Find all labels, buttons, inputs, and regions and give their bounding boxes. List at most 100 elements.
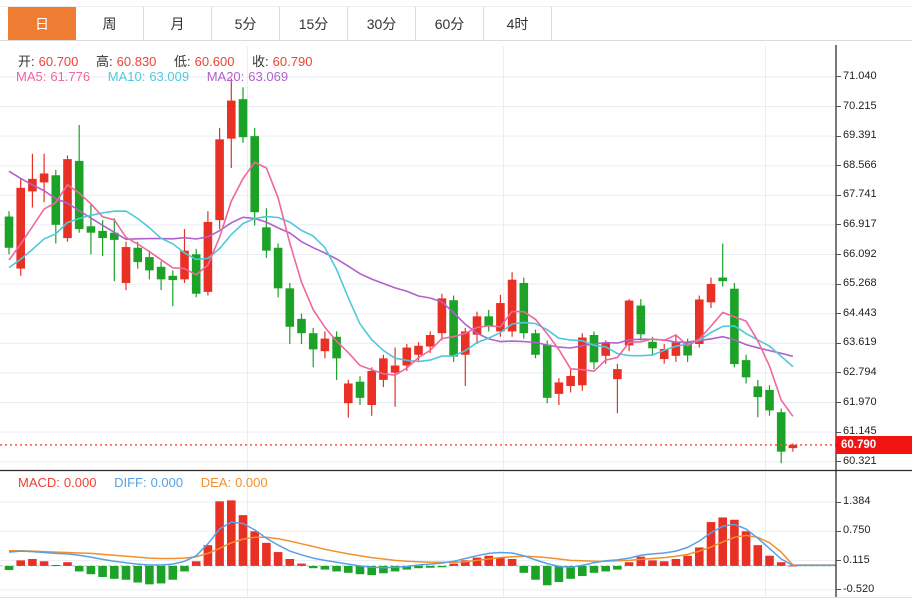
macd-bar	[39, 561, 49, 566]
macd-bar	[238, 515, 248, 566]
macd-bar	[121, 565, 131, 580]
candle-body	[133, 247, 142, 263]
candle-body	[636, 305, 646, 335]
macd-bar	[402, 565, 412, 570]
axis-tick	[836, 431, 841, 433]
candle-body	[753, 386, 763, 398]
macd-bar	[168, 565, 178, 580]
macd-bar	[601, 565, 610, 572]
candle-body	[355, 381, 365, 398]
macd-bar	[320, 565, 330, 570]
dea-value: 0.000	[235, 475, 268, 490]
macd-bar	[589, 565, 599, 573]
current-price-badge: 60.790	[836, 435, 912, 454]
macd-bar	[730, 519, 739, 566]
y-axis-label: 61.970	[843, 395, 877, 408]
timeframe-tab-7[interactable]: 60分	[416, 7, 484, 40]
y-axis-label: 61.145	[843, 425, 877, 438]
candle-body	[601, 342, 610, 356]
candle-body	[110, 232, 119, 240]
axis-tick	[836, 224, 841, 226]
y-axis-label: 69.391	[843, 129, 877, 142]
axis-tick	[836, 76, 841, 78]
y-axis-label: 71.040	[843, 69, 877, 82]
macd-bar	[227, 500, 236, 566]
high-label: 高:	[96, 54, 113, 69]
candle-body	[51, 175, 61, 225]
axis-tick	[836, 194, 841, 196]
candle-body	[472, 316, 482, 335]
ma10-line	[8, 210, 794, 368]
ohlc-legend: 开: 60.700 高: 60.830 低: 60.600 收: 60.790	[18, 51, 316, 70]
y-axis-label: 70.215	[843, 99, 877, 112]
ma20-value: 63.069	[248, 69, 289, 84]
macd-bar	[110, 565, 119, 579]
macd-bar	[741, 531, 751, 566]
timeframe-tab-5[interactable]: 15分	[280, 7, 348, 40]
close-value: 60.790	[272, 54, 313, 69]
candle-body	[168, 275, 178, 281]
macd-bar	[765, 555, 774, 566]
timeframe-tab-6[interactable]: 30分	[348, 7, 416, 40]
macd-bar	[437, 565, 447, 568]
macd-legend: MACD: 0.000 DIFF: 0.000 DEA: 0.000	[18, 475, 272, 490]
candle-body	[554, 382, 564, 394]
macd-bar	[133, 565, 142, 583]
candle-body	[496, 303, 505, 332]
timeframe-tab-3[interactable]: 月	[144, 7, 212, 40]
macd-bar	[472, 557, 482, 566]
macd-bar	[496, 557, 505, 566]
timeframe-tab-2[interactable]: 周	[76, 7, 144, 40]
y-axis-label: 1.384	[843, 495, 871, 508]
macd-bar	[484, 555, 493, 566]
candle-body	[63, 159, 72, 239]
y-axis-label: 66.917	[843, 217, 877, 230]
timeframe-tab-1[interactable]: 日	[8, 7, 76, 40]
macd-bar	[613, 565, 622, 570]
timeframe-tab-8[interactable]: 4时	[484, 7, 552, 40]
macd-bar	[683, 555, 692, 566]
macd-label: MACD:	[18, 475, 60, 490]
macd-bar	[542, 565, 552, 586]
macd-bar	[332, 565, 341, 572]
dea-label: DEA:	[200, 475, 232, 490]
candle-body	[414, 345, 423, 355]
candle-body	[4, 216, 14, 248]
timeframe-tab-4[interactable]: 5分	[212, 7, 280, 40]
macd-bar	[355, 565, 365, 575]
candle-body	[718, 277, 727, 282]
candle-body	[39, 173, 49, 183]
macd-bar	[4, 565, 14, 571]
y-axis-label: 60.321	[843, 454, 877, 467]
macd-bar	[367, 565, 376, 576]
macd-bar	[98, 565, 107, 577]
open-value: 60.700	[38, 54, 79, 69]
macd-bar	[507, 558, 517, 566]
y-axis-label: 66.092	[843, 247, 877, 260]
diff-label: DIFF:	[114, 475, 147, 490]
axis-tick	[836, 135, 841, 137]
candle-body	[308, 333, 318, 350]
candle-body	[344, 383, 353, 404]
candle-body	[613, 369, 622, 380]
macd-bar	[250, 531, 259, 566]
candle-body	[659, 349, 669, 360]
axis-tick	[836, 254, 841, 256]
macd-bar	[671, 558, 681, 566]
y-axis-label: 63.619	[843, 336, 877, 349]
macd-bar	[695, 547, 704, 566]
candle-body	[624, 300, 634, 346]
axis-tick	[836, 402, 841, 403]
candle-body	[285, 288, 295, 327]
candle-body	[273, 247, 283, 289]
y-axis-label: 0.115	[843, 553, 870, 566]
candle-body	[484, 316, 493, 327]
candle-body	[215, 139, 224, 221]
candle-body	[531, 333, 540, 355]
candle-body	[16, 187, 25, 269]
macd-bar	[414, 565, 423, 569]
macd-bar	[624, 562, 634, 566]
candle-body	[542, 344, 552, 398]
axis-tick	[836, 313, 841, 315]
candle-body	[227, 100, 236, 139]
